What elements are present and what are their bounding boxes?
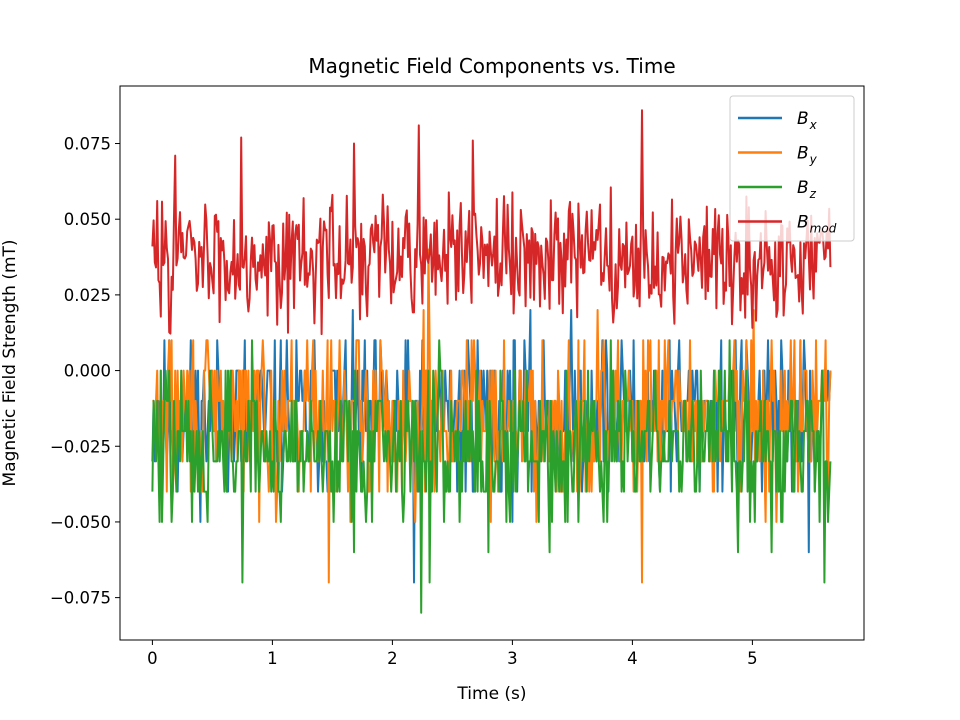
x-tick-label: 0 <box>147 649 158 668</box>
plot-area <box>119 85 865 641</box>
y-tick-label: 0.025 <box>64 286 111 305</box>
legend-label-main: B <box>797 109 809 129</box>
legend-label: Bx <box>797 109 818 132</box>
y-tick-label: −0.025 <box>50 437 111 456</box>
y-tick-label: 0.075 <box>64 135 111 154</box>
legend-label-subscript: z <box>809 187 817 201</box>
y-tick-label: 0.050 <box>64 210 111 229</box>
series-line-b-z <box>151 339 832 614</box>
legend-label: By <box>797 144 818 167</box>
legend-label-main: B <box>797 178 809 198</box>
x-axis-label: Time (s) <box>456 684 526 704</box>
y-axis: −0.075 −0.050 −0.025 0.000 0.025 0.050 0.075 <box>50 135 120 608</box>
x-tick-label: 1 <box>267 649 278 668</box>
x-tick-label: 4 <box>627 649 638 668</box>
x-tick-label: 2 <box>387 649 398 668</box>
chart-title: Magnetic Field Components vs. Time <box>308 54 675 78</box>
legend-label-main: B <box>797 144 809 164</box>
legend-label-subscript: y <box>809 153 818 167</box>
y-tick-label: −0.050 <box>50 513 111 532</box>
x-tick-label: 3 <box>507 649 518 668</box>
y-tick-label: −0.075 <box>50 589 111 608</box>
series-layer <box>151 109 832 614</box>
legend-label: Bmod <box>797 213 837 236</box>
legend-frame <box>729 95 855 242</box>
legend-label-subscript: mod <box>810 222 837 236</box>
y-tick-label: 0.000 <box>64 362 111 381</box>
legend-label-subscript: x <box>809 118 818 132</box>
legend-label-main: B <box>797 213 809 233</box>
series-line-b-mod <box>151 109 832 336</box>
axes-frame <box>119 85 865 641</box>
x-axis: 0 1 2 3 4 5 <box>147 640 758 668</box>
x-tick-label: 5 <box>747 649 758 668</box>
y-axis-label: Magnetic Field Strength (mT) <box>0 239 20 486</box>
legend-label: Bz <box>797 178 817 201</box>
